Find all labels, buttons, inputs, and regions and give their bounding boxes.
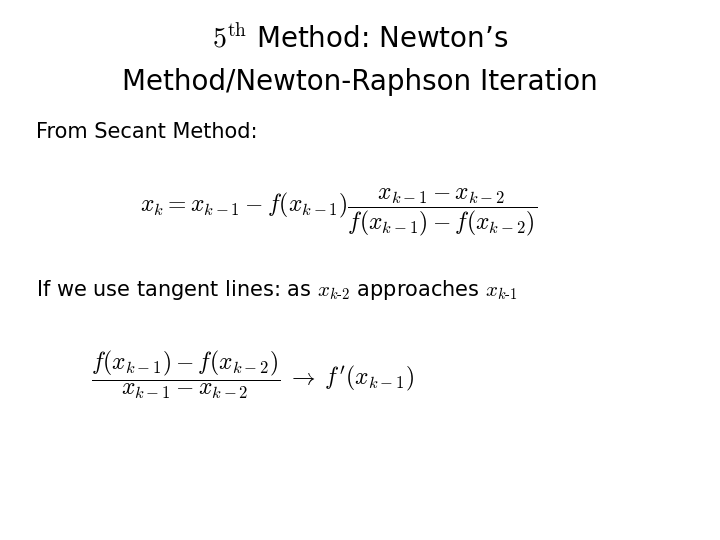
Text: If we use tangent lines: as $\boldsymbol{x_{k\text{-}2}}$ approaches $\boldsymbo: If we use tangent lines: as $\boldsymbol… [36,278,518,302]
Text: From Secant Method:: From Secant Method: [36,122,258,141]
Text: $x_k = x_{k-1} - f(x_{k-1})\dfrac{x_{k-1} - x_{k-2}}{f(x_{k-1}) - f(x_{k-2})}$: $x_k = x_{k-1} - f(x_{k-1})\dfrac{x_{k-1… [140,186,537,238]
Text: $5^{\mathrm{th}}$ Method: Newton’s: $5^{\mathrm{th}}$ Method: Newton’s [212,24,508,53]
Text: Method/Newton-Raphson Iteration: Method/Newton-Raphson Iteration [122,68,598,96]
Text: $\dfrac{f(x_{k-1}) - f(x_{k-2})}{x_{k-1} - x_{k-2}} \;\rightarrow\; f'(x_{k-1})$: $\dfrac{f(x_{k-1}) - f(x_{k-2})}{x_{k-1}… [91,348,413,401]
